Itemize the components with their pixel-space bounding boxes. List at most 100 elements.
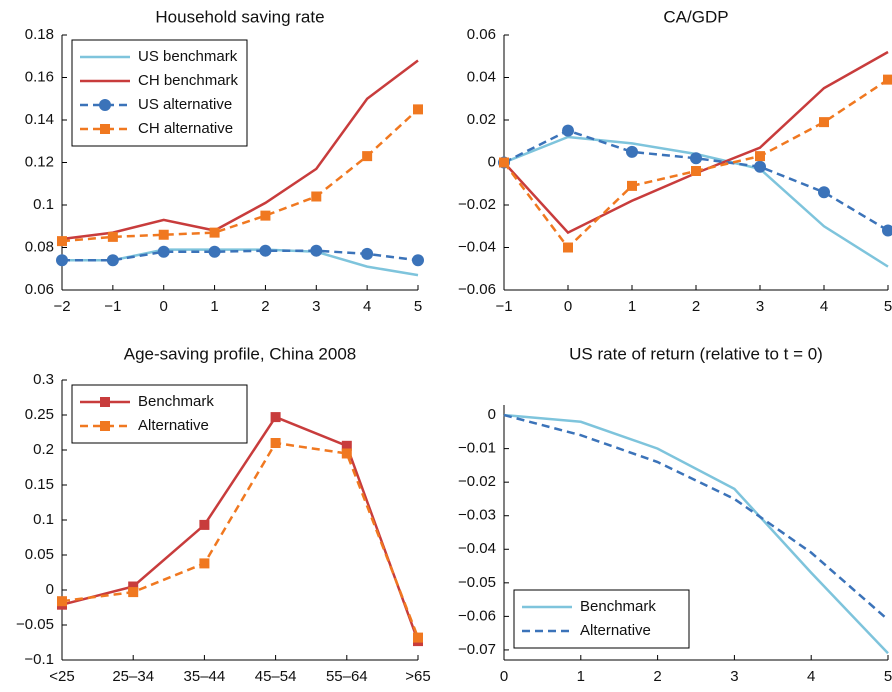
- y-tick-label: −0.02: [458, 473, 496, 490]
- x-tick-label: −1: [495, 298, 512, 315]
- chart-title: CA/GDP: [663, 7, 728, 26]
- point: [361, 247, 374, 260]
- point: [199, 519, 210, 530]
- y-tick-label: 0.1: [33, 196, 54, 213]
- x-tick-label: 3: [756, 298, 764, 315]
- point: [413, 632, 423, 643]
- x-tick-label: 4: [807, 668, 815, 685]
- point: [56, 254, 68, 267]
- series-line: [61, 441, 420, 639]
- legend-marker: [100, 397, 110, 407]
- point: [106, 254, 119, 267]
- x-tick-label: 3: [730, 668, 738, 685]
- x-tick-label: 1: [210, 298, 218, 315]
- x-tick-label: <25: [49, 668, 74, 685]
- point: [57, 236, 67, 247]
- legend-label: Benchmark: [138, 393, 214, 410]
- y-tick-label: −0.05: [458, 574, 496, 591]
- y-tick-label: −0.05: [16, 616, 54, 633]
- point: [341, 448, 352, 459]
- x-tick-label: 1: [577, 668, 585, 685]
- point: [199, 558, 210, 569]
- y-tick-label: −0.04: [458, 540, 496, 557]
- y-tick-label: 0: [46, 581, 54, 598]
- point: [819, 117, 829, 128]
- point: [310, 244, 323, 257]
- x-tick-label: 0: [160, 298, 168, 315]
- chart-title: Household saving rate: [155, 7, 324, 26]
- y-tick-label: 0.02: [467, 111, 496, 128]
- point: [690, 152, 702, 165]
- x-tick-label: 1: [628, 298, 636, 315]
- point: [128, 587, 139, 598]
- legend-marker: [100, 421, 110, 431]
- x-tick-label: 4: [363, 298, 371, 315]
- y-tick-label: 0: [488, 406, 496, 423]
- point: [412, 254, 424, 267]
- point: [754, 160, 766, 173]
- point: [563, 242, 573, 253]
- point: [311, 191, 322, 202]
- legend-box: [71, 384, 248, 444]
- point: [270, 412, 281, 423]
- legend-label: Benchmark: [580, 598, 656, 615]
- x-tick-label: 0: [564, 298, 572, 315]
- y-tick-label: 0.25: [25, 406, 54, 423]
- point: [562, 124, 574, 137]
- y-tick-label: −0.02: [458, 196, 496, 213]
- legend-label: Alternative: [138, 417, 209, 434]
- x-tick-label: 55–64: [326, 668, 368, 685]
- y-tick-label: 0.04: [467, 68, 496, 85]
- y-tick-label: 0.08: [25, 238, 54, 255]
- x-tick-label: >65: [405, 668, 430, 685]
- x-tick-label: −1: [104, 298, 121, 315]
- y-tick-label: −0.04: [458, 238, 496, 255]
- y-tick-label: −0.07: [458, 641, 496, 658]
- y-tick-label: −0.01: [458, 440, 496, 457]
- y-tick-label: 0.06: [467, 26, 496, 43]
- legend-label: US benchmark: [138, 48, 238, 65]
- point: [755, 151, 765, 162]
- point: [260, 210, 271, 221]
- point: [158, 229, 169, 240]
- chart-title: US rate of return (relative to t = 0): [569, 344, 823, 363]
- chart-title: Age-saving profile, China 2008: [124, 344, 356, 363]
- legend-marker: [99, 99, 111, 111]
- x-tick-label: 2: [261, 298, 269, 315]
- legend-box: [513, 589, 690, 649]
- y-tick-label: 0.15: [25, 476, 54, 493]
- point: [626, 145, 638, 158]
- point: [208, 245, 221, 258]
- legend-marker: [100, 124, 110, 134]
- point: [883, 74, 892, 85]
- x-tick-label: 2: [692, 298, 700, 315]
- y-tick-label: 0.05: [25, 546, 54, 563]
- y-tick-label: −0.1: [24, 651, 54, 668]
- x-tick-label: −2: [53, 298, 70, 315]
- x-tick-label: 3: [312, 298, 320, 315]
- x-tick-label: 4: [820, 298, 828, 315]
- series-line: [503, 413, 889, 621]
- point: [499, 157, 509, 168]
- legend-label: CH benchmark: [138, 72, 239, 89]
- y-tick-label: −0.06: [458, 607, 496, 624]
- point: [209, 227, 220, 238]
- y-tick-label: −0.03: [458, 507, 496, 524]
- x-tick-label: 5: [884, 668, 892, 685]
- point: [259, 244, 272, 257]
- legend-label: CH alternative: [138, 120, 233, 137]
- series-line: [503, 129, 889, 232]
- x-tick-label: 5: [884, 298, 892, 315]
- x-tick-label: 2: [653, 668, 661, 685]
- point: [157, 245, 170, 258]
- x-tick-label: 45–54: [255, 668, 297, 685]
- x-tick-label: 0: [500, 668, 508, 685]
- y-tick-label: 0.06: [25, 281, 54, 298]
- x-tick-label: 5: [414, 298, 422, 315]
- legend-label: US alternative: [138, 96, 232, 113]
- x-tick-label: 35–44: [184, 668, 226, 685]
- point: [882, 224, 892, 237]
- point: [413, 104, 423, 115]
- point: [691, 166, 701, 176]
